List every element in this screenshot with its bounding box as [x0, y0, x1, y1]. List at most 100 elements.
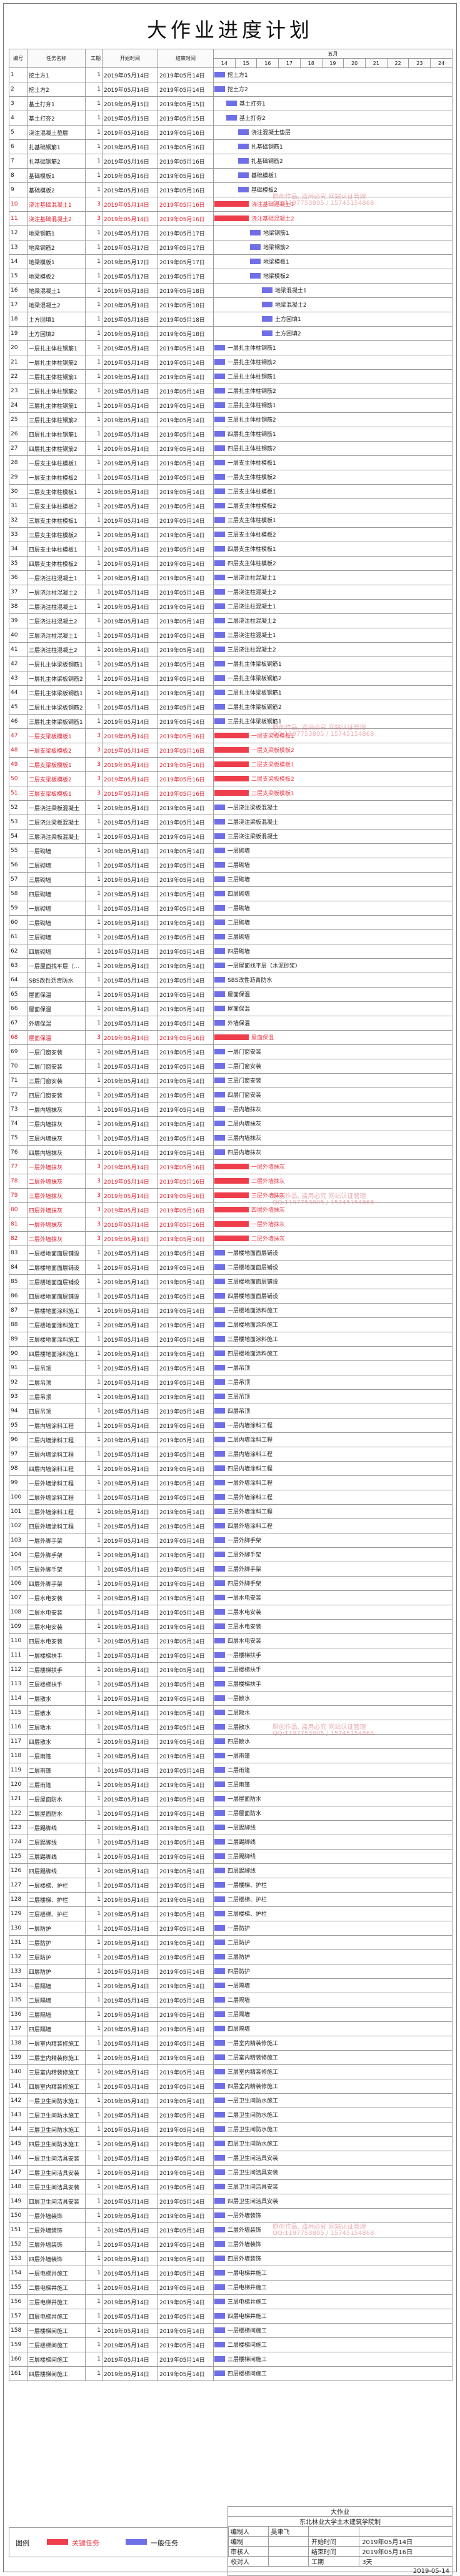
gantt-bar [214, 1322, 225, 1327]
gantt-bar-label: 一层浇注柱混凝土2 [228, 590, 276, 596]
task-timeline: 二层防护 [213, 1935, 452, 1950]
task-end: 2019年05月14日 [158, 2036, 214, 2051]
day-header: 14 [213, 58, 236, 68]
task-duration: 1 [85, 1633, 102, 1648]
gantt-bar-label: 基土打夯1 [239, 101, 266, 107]
task-end: 2019年05月14日 [158, 570, 214, 585]
task-name: 一层楼梯、护栏 [27, 1878, 86, 1893]
task-start: 2019年05月14日 [102, 2337, 158, 2352]
gantt-bar [214, 1207, 249, 1212]
task-row: 144 三层卫生间防水施工 1 2019年05月14日 2019年05月14日 三层卫生间… [9, 2122, 452, 2137]
task-row: 55 一层砌墙 1 2019年05月14日 2019年05月14日 一层砌墙 [9, 843, 452, 858]
gantt-bar-label: 二层浇注柱混凝土2 [228, 618, 276, 625]
task-start: 2019年05月14日 [102, 1677, 158, 1692]
task-duration: 1 [85, 1878, 102, 1893]
gantt-bar-label: 二层电梯井施工 [228, 2285, 268, 2291]
task-timeline: 屋面保温 [213, 1001, 452, 1016]
gantt-bar [214, 1667, 225, 1672]
task-timeline: 地梁钢筋2 [213, 240, 452, 255]
task-duration: 1 [85, 2251, 102, 2266]
gantt-bar-label: 三层支梁板模板1 [251, 791, 294, 797]
task-row: 82 二层外墙抹灰 3 2019年05月14日 2019年05月16日 二层外墙抹灰 [9, 1231, 452, 1246]
task-duration: 1 [85, 1490, 102, 1505]
task-name: 二层扎主体柱钢筋2 [27, 384, 86, 399]
task-end: 2019年05月14日 [158, 714, 214, 729]
task-no: 15 [9, 269, 28, 284]
task-duration: 1 [85, 1705, 102, 1720]
task-name: 二层扎主体梁板钢筋1 [27, 685, 86, 700]
task-timeline: 浇注基础混凝土1 [213, 197, 452, 212]
gantt-bar [214, 2184, 225, 2189]
task-duration: 1 [85, 1346, 102, 1361]
task-start: 2019年05月14日 [102, 1633, 158, 1648]
info-key: 校对人 [228, 2556, 269, 2567]
gantt-bar [214, 704, 225, 710]
task-start: 2019年05月14日 [102, 1820, 158, 1835]
task-timeline: 四层楼地面涂料施工 [213, 1346, 452, 1361]
task-name: 二层卫生间防水施工 [27, 2108, 86, 2123]
task-name: 三层砌墙 [27, 872, 86, 887]
task-no: 114 [9, 1691, 28, 1706]
gantt-bar [214, 215, 249, 221]
gantt-bar [214, 1825, 225, 1830]
task-end: 2019年05月14日 [158, 355, 214, 370]
task-end: 2019年05月14日 [158, 513, 214, 528]
task-no: 78 [9, 1174, 28, 1189]
task-timeline: 二层扎主体梁板钢筋2 [213, 700, 452, 715]
task-end: 2019年05月14日 [158, 556, 214, 571]
gantt-bar-label: 二层外墙涂料工程 [228, 1495, 273, 1501]
task-no: 34 [9, 542, 28, 557]
task-start: 2019年05月14日 [102, 1921, 158, 1936]
task-no: 92 [9, 1375, 28, 1390]
task-row: 71 三层门窗安装 1 2019年05月14日 2019年05月14日 三层门窗安装 [9, 1073, 452, 1088]
task-end: 2019年05月16日 [158, 1202, 214, 1217]
task-end: 2019年05月14日 [158, 1734, 214, 1749]
task-end: 2019年05月16日 [158, 757, 214, 772]
task-row: 97 三层内墙涂料工程 1 2019年05月14日 2019年05月14日 三层内墙涂料工… [9, 1447, 452, 1462]
gantt-bar-label: 二层踢脚线 [228, 1840, 256, 1846]
task-timeline: 一层扎主体柱钢筋1 [213, 340, 452, 355]
task-name: 三层卫生间防水施工 [27, 2122, 86, 2137]
task-end: 2019年05月14日 [158, 2337, 214, 2352]
task-no: 23 [9, 384, 28, 399]
day-header: 19 [321, 58, 344, 68]
task-end: 2019年05月14日 [158, 2194, 214, 2209]
task-name: 一层扎主体梁板钢筋1 [27, 656, 86, 671]
task-timeline: 二层外墙抹灰 [213, 1231, 452, 1246]
task-row: 23 二层扎主体柱钢筋2 1 2019年05月14日 2019年05月14日 二层扎主体柱… [9, 384, 452, 399]
gantt-bar [214, 963, 225, 968]
task-duration: 1 [85, 973, 102, 988]
task-row: 109 三层水电安装 1 2019年05月14日 2019年05月14日 三层水电安装 [9, 1619, 452, 1634]
gantt-bar [214, 1609, 225, 1615]
task-end: 2019年05月14日 [158, 1303, 214, 1318]
task-name: 四层外墙抹灰 [27, 1202, 86, 1217]
task-end: 2019年05月14日 [158, 1274, 214, 1289]
task-duration: 1 [85, 1044, 102, 1059]
gantt-bar [214, 1264, 225, 1270]
header-row-month: 编号 任务名称 工期 开始时间 结束时间 五月 [9, 49, 452, 68]
task-name: 二层内墙抹灰 [27, 1116, 86, 1131]
task-end: 2019年05月14日 [158, 1404, 214, 1419]
task-row: 153 四层外墙装饰 1 2019年05月14日 2019年05月14日 四层外墙装饰 [9, 2251, 452, 2266]
gantt-bar [214, 675, 225, 681]
task-start: 2019年05月14日 [102, 1317, 158, 1332]
task-row: 123 一层踢脚线 1 2019年05月14日 2019年05月14日 一层踢脚线 [9, 1820, 452, 1835]
gantt-bar [214, 474, 225, 480]
task-row: 59 一层砌墙 1 2019年05月14日 2019年05月14日 一层砌墙 [9, 901, 452, 916]
task-duration: 1 [85, 1677, 102, 1692]
task-timeline: 三层内墙抹灰 [213, 1131, 452, 1146]
task-no: 150 [9, 2208, 28, 2223]
task-row: 125 三层踢脚线 1 2019年05月14日 2019年05月14日 三层踢脚线 [9, 1849, 452, 1864]
gantt-bar [214, 2212, 225, 2218]
gantt-bar [214, 1523, 225, 1528]
task-row: 2 挖土方2 1 2019年05月14日 2019年05月14日 挖土方2 [9, 82, 452, 97]
task-duration: 1 [85, 1475, 102, 1490]
task-timeline: 四层扎主体柱钢筋2 [213, 441, 452, 456]
task-name: 三层支主体柱模板2 [27, 527, 86, 542]
task-timeline: 一层外墙涂料工程 [213, 1475, 452, 1490]
task-start: 2019年05月14日 [102, 2179, 158, 2194]
gantt-bar [214, 690, 225, 695]
task-timeline: 二层踢脚线 [213, 1835, 452, 1850]
gantt-bar [214, 1293, 225, 1299]
task-name: 三层防护 [27, 1949, 86, 1964]
